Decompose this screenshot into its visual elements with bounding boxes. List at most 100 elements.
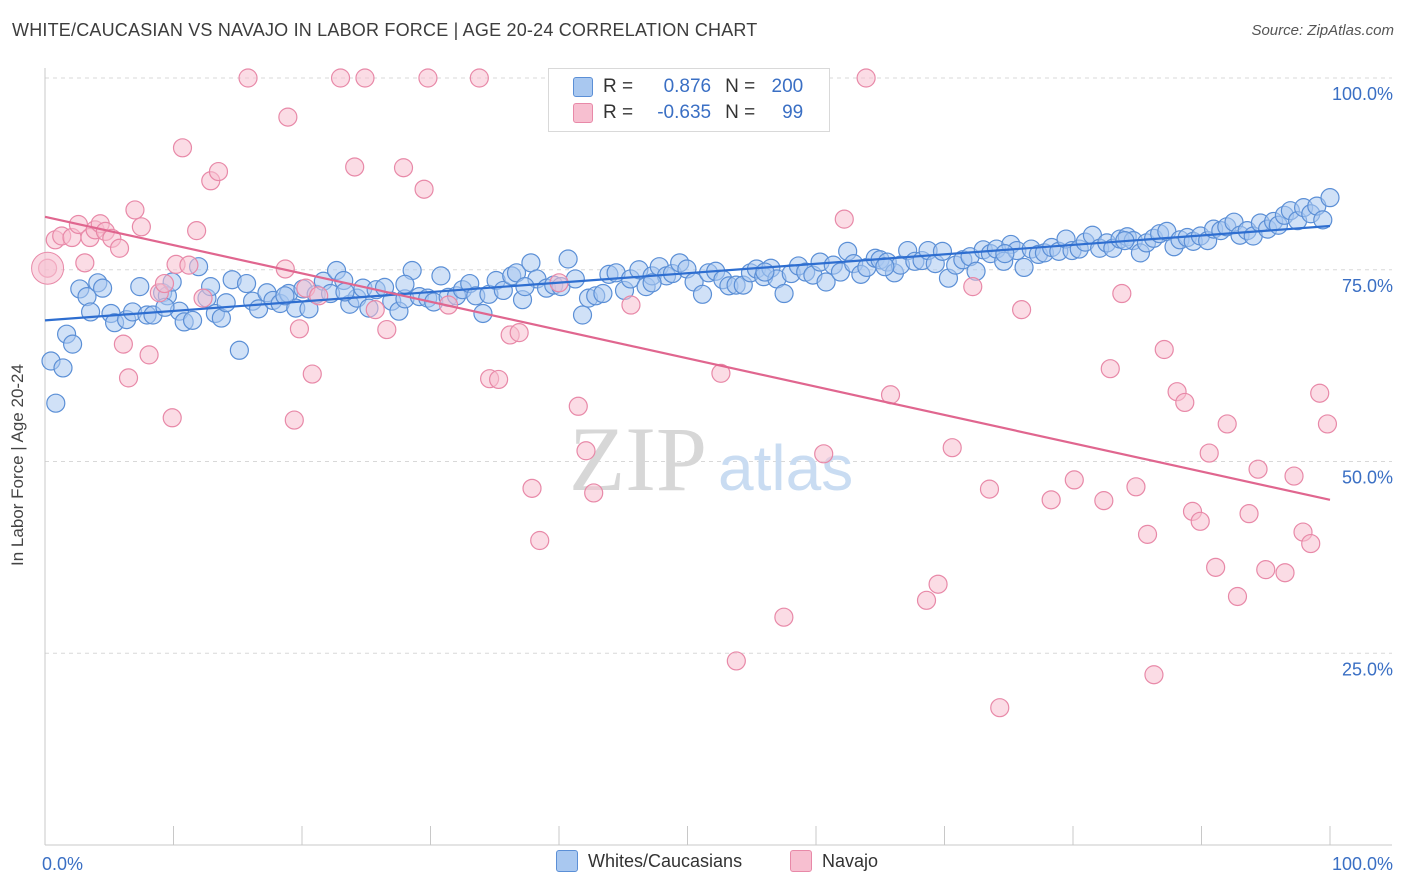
navajo-point-40 [393, 158, 414, 178]
whites-point-96 [692, 284, 713, 304]
navajo-point-64 [856, 68, 876, 88]
legend-whites-swatch [556, 850, 578, 872]
whites-point-77 [558, 249, 578, 269]
navajo-point-56 [711, 363, 731, 383]
legend-whites-label: Whites/Caucasians [588, 850, 743, 871]
whites-point-194 [275, 286, 295, 306]
whites-point-9 [92, 278, 113, 298]
whites-point-114 [816, 272, 836, 292]
whites-r-label: R = [603, 76, 634, 97]
whites-point-22 [182, 310, 203, 330]
whites-point-108 [774, 283, 794, 304]
navajo-point-34 [309, 286, 329, 306]
whites-point-195 [755, 262, 775, 282]
navajo-point-14 [125, 200, 145, 220]
y-tick-label-0: 100.0% [1332, 84, 1393, 104]
navajo-point-71 [990, 698, 1010, 718]
navajo-point-94 [1284, 466, 1304, 486]
navajo-point-30 [284, 410, 304, 430]
navajo-point-81 [1154, 339, 1174, 360]
navajo-point-5 [75, 253, 95, 273]
navajo-point-89 [1227, 586, 1248, 607]
navajo-point-22 [179, 255, 199, 275]
navajo-point-13 [118, 368, 139, 388]
navajo-swatch [573, 103, 593, 123]
y-tick-label-2: 50.0% [1342, 468, 1393, 488]
navajo-point-97 [1310, 383, 1330, 403]
whites-n-label: N = [725, 76, 756, 97]
navajo-point-74 [1064, 470, 1084, 490]
navajo-n-value: 99 [782, 102, 804, 123]
navajo-point-35 [330, 68, 351, 88]
navajo-point-86 [1199, 443, 1219, 463]
navajo-point-87 [1206, 557, 1226, 577]
navajo-point-44 [469, 68, 489, 88]
navajo-point-88 [1217, 414, 1237, 434]
whites-point-72 [521, 253, 541, 273]
navajo-point-31 [289, 319, 310, 339]
navajo-point-29 [278, 107, 298, 127]
navajo-point-15 [131, 217, 151, 237]
y-axis-label: In Labor Force | Age 20-24 [8, 364, 27, 566]
whites-point-197 [995, 244, 1015, 264]
source-label: Source: ZipAtlas.com [1251, 22, 1394, 39]
navajo-point-96 [1301, 533, 1321, 554]
navajo-r-label: R = [603, 102, 634, 123]
navajo-point-68 [942, 438, 962, 458]
navajo-point-27 [238, 68, 258, 88]
navajo-point-54 [584, 483, 604, 503]
whites-point-189 [1320, 188, 1340, 208]
whites-point-28 [216, 293, 236, 313]
navajo-point-36 [345, 157, 365, 177]
x-tick-label-0: 0.0% [42, 854, 83, 874]
navajo-point-78 [1126, 477, 1146, 497]
whites-point-79 [572, 305, 593, 325]
navajo-point-98 [1317, 414, 1338, 434]
navajo-point-73 [1041, 490, 1061, 510]
y-tick-label-3: 25.0% [1342, 659, 1393, 679]
navajo-point-21 [172, 138, 193, 158]
whites-point-82 [593, 283, 613, 304]
whites-point-30 [229, 340, 249, 360]
navajo-point-92 [1256, 560, 1276, 580]
series-legend: Whites/Caucasians Navajo [0, 848, 1406, 878]
navajo-point-93 [1275, 563, 1295, 583]
navajo-point-16 [139, 345, 159, 365]
whites-point-196 [875, 257, 895, 277]
navajo-point-77 [1112, 283, 1132, 304]
navajo-point-39 [377, 319, 397, 340]
navajo-point-79 [1137, 524, 1158, 544]
whites-point-188 [1313, 210, 1333, 230]
series-whites-points [41, 188, 1340, 413]
legend-item-navajo[interactable]: Navajo [790, 850, 878, 872]
x-tick-labels: 0.0% 100.0% [42, 854, 1393, 874]
stats-row-whites: R = 0.876 N = 200 [573, 75, 803, 99]
navajo-point-70 [979, 479, 1000, 499]
navajo-point-83 [1175, 392, 1195, 413]
whites-point-14 [130, 277, 150, 297]
navajo-point-62 [814, 444, 834, 464]
legend-navajo-swatch [790, 850, 812, 872]
chart-title: WHITE/CAUCASIAN VS NAVAJO IN LABOR FORCE… [12, 20, 758, 40]
navajo-point-12 [113, 334, 133, 354]
navajo-r-value: -0.635 [657, 102, 712, 123]
whites-r-value: 0.876 [663, 76, 712, 97]
axes [44, 68, 1392, 846]
trend-lines [44, 215, 1331, 501]
navajo-point-90 [1239, 504, 1259, 524]
x-tick-label-1: 100.0% [1332, 854, 1393, 874]
navajo-point-11 [109, 238, 130, 258]
whites-point-131 [932, 241, 953, 261]
navajo-point-63 [834, 209, 854, 229]
whites-point-2 [53, 358, 73, 378]
whites-point-78 [565, 269, 585, 289]
navajo-point-59 [774, 607, 794, 627]
whites-point-1 [46, 393, 66, 413]
navajo-point-52 [568, 396, 588, 416]
legend-item-whites[interactable]: Whites/Caucasians [556, 850, 742, 872]
watermark: ZIP atlas [569, 408, 853, 510]
navajo-point-57 [726, 651, 746, 671]
navajo-point-46 [489, 369, 509, 390]
navajo-point-37 [355, 68, 375, 88]
navajo-point-large [31, 251, 65, 285]
